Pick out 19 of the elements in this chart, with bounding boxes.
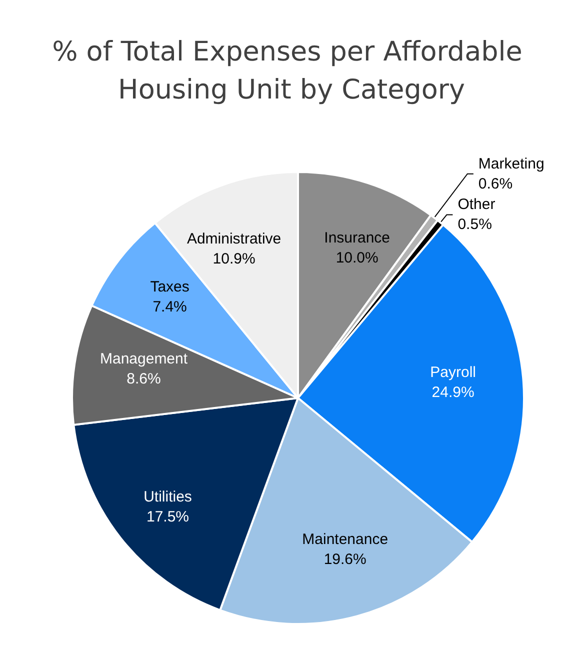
slice-label: Other bbox=[458, 196, 496, 214]
chart-title: % of Total Expenses per Affordable Housing Unit by Category bbox=[52, 36, 531, 106]
data-label: 10.0% bbox=[336, 250, 378, 267]
data-label: 8.6% bbox=[126, 370, 161, 388]
slice-label: Management bbox=[100, 350, 188, 368]
slice-label: Taxes bbox=[150, 278, 190, 296]
data-label: 0.5% bbox=[458, 216, 492, 234]
slice-label: Maintenance bbox=[302, 531, 388, 548]
data-label: 7.4% bbox=[152, 298, 187, 316]
slice-label: Administrative bbox=[186, 230, 282, 248]
slice-label: Utilities bbox=[144, 488, 192, 506]
slice-label: Marketing bbox=[478, 155, 544, 172]
data-label: 10.9% bbox=[212, 250, 256, 268]
data-label: 17.5% bbox=[146, 508, 190, 526]
slice-label: Payroll bbox=[430, 364, 476, 381]
data-label: 24.9% bbox=[432, 384, 474, 401]
data-label: 19.6% bbox=[324, 551, 366, 568]
data-label: 0.6% bbox=[478, 175, 513, 192]
slice-label: Insurance bbox=[324, 230, 390, 247]
